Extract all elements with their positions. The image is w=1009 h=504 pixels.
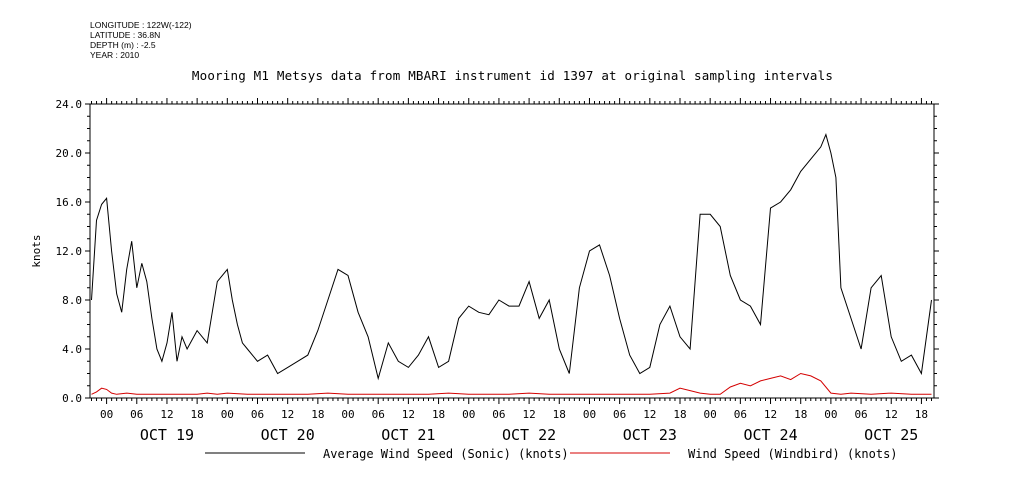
x-hour-label: 12 xyxy=(160,408,173,421)
y-tick-label: 0.0 xyxy=(62,392,82,405)
x-hour-label: 18 xyxy=(915,408,928,421)
x-day-label: OCT 20 xyxy=(261,426,315,444)
x-hour-label: 00 xyxy=(704,408,717,421)
year-label: YEAR : 2010 xyxy=(90,50,140,60)
x-day-label: OCT 21 xyxy=(381,426,435,444)
x-hour-label: 06 xyxy=(613,408,626,421)
y-tick-label: 20.0 xyxy=(56,147,83,160)
x-day-label: OCT 24 xyxy=(743,426,797,444)
x-hour-label: 18 xyxy=(673,408,686,421)
longitude-label: LONGITUDE : 122W(-122) xyxy=(90,20,192,30)
x-hour-label: 18 xyxy=(794,408,807,421)
y-tick-label: 8.0 xyxy=(62,294,82,307)
x-hour-label: 18 xyxy=(432,408,445,421)
x-hour-label: 00 xyxy=(221,408,234,421)
chart-title: Mooring M1 Metsys data from MBARI instru… xyxy=(191,68,834,83)
x-hour-label: 06 xyxy=(492,408,505,421)
x-hour-label: 12 xyxy=(402,408,415,421)
x-hour-label: 00 xyxy=(824,408,837,421)
y-tick-label: 24.0 xyxy=(56,98,83,111)
x-day-label: OCT 23 xyxy=(623,426,677,444)
x-hour-label: 12 xyxy=(764,408,777,421)
y-tick-label: 16.0 xyxy=(56,196,83,209)
x-hour-label: 06 xyxy=(251,408,264,421)
latitude-label: LATITUDE : 36.8N xyxy=(90,30,161,40)
x-hour-label: 00 xyxy=(583,408,596,421)
x-hour-label: 18 xyxy=(191,408,204,421)
x-hour-label: 00 xyxy=(341,408,354,421)
y-tick-label: 12.0 xyxy=(56,245,83,258)
y-axis-label: knots xyxy=(30,234,43,267)
legend-label-windbird: Wind Speed (Windbird) (knots) xyxy=(688,447,898,461)
y-tick-label: 4.0 xyxy=(62,343,82,356)
legend-label-sonic: Average Wind Speed (Sonic) (knots) xyxy=(323,447,569,461)
x-hour-label: 12 xyxy=(281,408,294,421)
series-line-1 xyxy=(91,133,932,381)
x-hour-label: 06 xyxy=(734,408,747,421)
x-hour-label: 06 xyxy=(130,408,143,421)
x-hour-label: 12 xyxy=(885,408,898,421)
metadata-block: LONGITUDE : 122W(-122) LATITUDE : 36.8N … xyxy=(90,20,192,60)
x-hour-label: 00 xyxy=(462,408,475,421)
plot-frame xyxy=(89,103,935,399)
x-hour-label: 12 xyxy=(522,408,535,421)
depth-label: DEPTH (m) : -2.5 xyxy=(90,40,156,50)
x-day-label: OCT 22 xyxy=(502,426,556,444)
x-hour-label: 12 xyxy=(643,408,656,421)
x-day-label: OCT 19 xyxy=(140,426,194,444)
x-hour-label: 06 xyxy=(854,408,867,421)
x-day-label: OCT 25 xyxy=(864,426,918,444)
x-hour-label: 18 xyxy=(553,408,566,421)
x-hour-label: 18 xyxy=(311,408,324,421)
x-hour-label: 06 xyxy=(372,408,385,421)
x-hour-label: 00 xyxy=(100,408,113,421)
series-line-2 xyxy=(91,372,932,395)
